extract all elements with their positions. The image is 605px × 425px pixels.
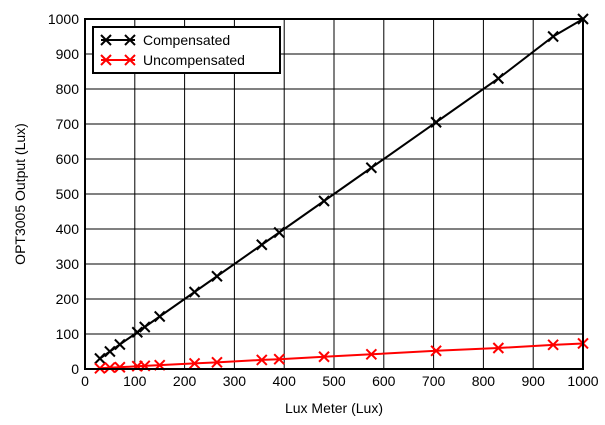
series-layer	[94, 13, 589, 375]
data-point-uncompensated	[114, 361, 126, 373]
data-point-uncompensated	[188, 357, 201, 370]
y-tick-label: 100	[56, 326, 80, 342]
x-tick-label: 300	[223, 373, 247, 389]
y-tick-label: 1000	[48, 11, 79, 27]
y-tick-label: 200	[56, 291, 80, 307]
x-tick-label: 500	[322, 373, 346, 389]
data-point-uncompensated	[492, 342, 505, 354]
y-tick-label: 800	[56, 81, 80, 97]
legend-marker-uncompensated	[124, 54, 136, 66]
data-point-compensated	[365, 162, 378, 174]
tick-label-layer: 0 100 200 300 400 500 600 700 800 900 1000 0 100 200 3…	[48, 11, 599, 389]
x-tick-label: 100	[123, 373, 147, 389]
series-line-compensated	[99, 18, 584, 360]
data-point-compensated	[188, 286, 201, 298]
data-point-uncompensated	[318, 351, 330, 363]
data-point-uncompensated	[104, 361, 116, 374]
data-point-compensated	[430, 116, 442, 128]
data-point-compensated	[153, 310, 166, 323]
y-tick-label: 0	[71, 361, 79, 377]
data-point-uncompensated	[256, 354, 268, 366]
x-axis-label: Lux Meter (Lux)	[285, 400, 383, 416]
y-tick-label: 500	[56, 186, 80, 202]
x-tick-label: 0	[81, 373, 89, 389]
legend-entry-compensated: Compensated	[100, 32, 230, 48]
data-point-compensated	[273, 226, 285, 239]
data-point-compensated	[492, 72, 505, 85]
data-point-compensated	[139, 321, 151, 333]
data-point-compensated	[256, 239, 268, 251]
data-point-compensated	[131, 326, 143, 338]
x-tick-label: 900	[522, 373, 546, 389]
data-point-compensated	[547, 30, 559, 43]
data-point-uncompensated	[211, 356, 223, 369]
data-point-compensated	[94, 352, 106, 365]
data-point-uncompensated	[547, 339, 559, 351]
legend-label-uncompensated: Uncompensated	[143, 52, 245, 68]
data-point-uncompensated	[365, 348, 378, 361]
data-point-uncompensated	[273, 353, 285, 365]
series-line-uncompensated	[99, 342, 584, 370]
x-tick-label: 200	[173, 373, 197, 389]
y-tick-label: 600	[56, 151, 80, 167]
data-point-compensated	[104, 345, 116, 358]
x-tick-label: 1000	[567, 373, 598, 389]
x-tick-label: 400	[273, 373, 297, 389]
legend-box	[92, 26, 281, 74]
y-tick-label: 700	[56, 116, 80, 132]
data-point-uncompensated	[430, 345, 442, 357]
x-tick-label: 800	[472, 373, 496, 389]
y-tick-label: 900	[56, 46, 80, 62]
y-axis-label: OPT3005 Output (Lux)	[12, 123, 28, 265]
legend-marker-uncompensated	[100, 54, 112, 66]
x-tick-label: 700	[422, 373, 446, 389]
data-point-compensated	[114, 338, 126, 351]
legend-marker-compensated	[100, 34, 112, 46]
y-tick-label: 300	[56, 256, 80, 272]
legend: Compensated Uncompensated	[92, 26, 281, 74]
legend-marker-compensated	[124, 34, 136, 46]
plot-frame	[84, 18, 584, 370]
data-point-compensated	[318, 195, 330, 207]
x-tick-label: 600	[372, 373, 396, 389]
y-tick-label: 400	[56, 221, 80, 237]
legend-entry-uncompensated: Uncompensated	[100, 52, 245, 68]
legend-label-compensated: Compensated	[143, 32, 230, 48]
data-point-compensated	[211, 270, 223, 282]
